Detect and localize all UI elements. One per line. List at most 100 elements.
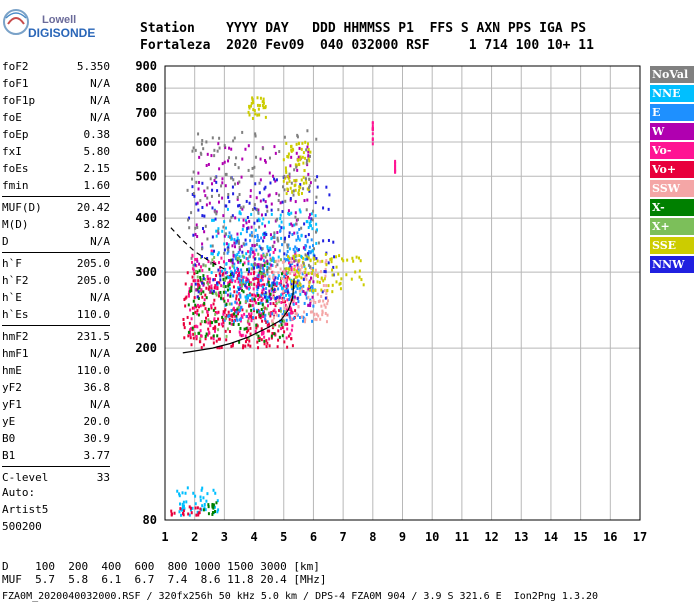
echo-point-e <box>283 274 286 278</box>
echo-point-vo- <box>394 168 397 172</box>
echo-point-noval <box>192 146 195 150</box>
echo-point-ssw <box>319 260 322 264</box>
echo-point-sse <box>302 151 305 155</box>
echo-point-vo- <box>217 337 220 341</box>
echo-point-vo- <box>286 298 289 302</box>
echo-point-nnw <box>237 204 240 208</box>
echo-point-nne <box>248 287 251 291</box>
echo-point-nne <box>270 212 273 216</box>
echo-point-x- <box>207 282 210 286</box>
echo-point-vo- <box>262 315 265 319</box>
echo-point-x- <box>211 258 214 262</box>
echo-point-nne <box>290 211 293 215</box>
echo-point-e <box>249 252 252 256</box>
echo-point-x- <box>263 339 266 343</box>
echo-point-x- <box>201 310 204 314</box>
echo-point-w <box>290 155 293 159</box>
echo-point-x- <box>262 254 265 258</box>
echo-point-x- <box>207 512 210 516</box>
echo-point-nnw <box>324 270 327 274</box>
echo-point-noval <box>237 241 240 245</box>
echo-point-nnw <box>257 285 260 289</box>
echo-point-nne <box>211 218 214 222</box>
echo-point-vo- <box>244 340 247 344</box>
echo-point-ssw <box>293 266 296 270</box>
echo-point-nne <box>217 227 220 231</box>
echo-point-w <box>311 295 314 299</box>
echo-point-nne <box>194 502 197 506</box>
echo-point-nne <box>241 227 244 231</box>
echo-point-vo- <box>260 332 263 336</box>
echo-point-e <box>268 277 271 281</box>
echo-point-nnw <box>332 265 335 269</box>
echo-point-vo- <box>185 295 188 299</box>
echo-point-vo- <box>266 341 269 345</box>
echo-point-ssw <box>323 288 326 292</box>
echo-point-w <box>246 277 249 281</box>
echo-point-nnw <box>259 246 262 250</box>
echo-point-w <box>270 202 273 206</box>
echo-point-w <box>203 189 206 193</box>
echo-point-e <box>233 262 236 266</box>
legend-entry-vo-: Vo- <box>650 142 694 159</box>
echo-point-nne <box>298 268 301 272</box>
echo-point-vo- <box>371 124 374 128</box>
echo-point-nne <box>311 227 314 231</box>
echo-point-e <box>305 244 308 248</box>
echo-point-e <box>305 291 308 295</box>
echo-point-e <box>311 244 314 248</box>
echo-point-nne <box>293 223 296 227</box>
echo-point-sse <box>299 155 302 159</box>
echo-point-sse <box>293 257 296 261</box>
echo-point-vo- <box>233 314 236 318</box>
echo-point-nnw <box>297 248 300 252</box>
echo-point-vo- <box>194 258 197 262</box>
echo-point-vo- <box>290 311 293 315</box>
echo-point-sse <box>311 289 314 293</box>
echo-point-vo- <box>268 337 271 341</box>
echo-point-ssw <box>315 318 318 322</box>
echo-point-vo- <box>190 317 193 321</box>
echo-point-w <box>260 213 263 217</box>
echo-point-noval <box>215 212 218 216</box>
echo-point-x- <box>204 264 207 268</box>
echo-point-vo- <box>285 280 288 284</box>
echo-point-x- <box>219 290 222 294</box>
echo-point-vo- <box>197 513 200 517</box>
echo-point-w <box>211 182 214 186</box>
echo-point-vo- <box>199 329 202 333</box>
echo-point-nnw <box>325 185 328 189</box>
echo-point-e <box>279 229 282 233</box>
echo-point-nne <box>245 252 248 256</box>
echo-point-ssw <box>274 265 277 269</box>
echo-point-e <box>262 309 265 313</box>
echo-point-vo- <box>261 319 264 323</box>
echo-point-x- <box>208 267 211 271</box>
echo-point-e <box>287 312 290 316</box>
echo-point-nne <box>185 500 188 504</box>
direction-legend: NoVal NNE E W Vo- Vo+ SSW X- X+ SSE NNW <box>650 66 694 275</box>
echo-point-w <box>293 259 296 263</box>
echo-point-x- <box>190 289 193 293</box>
echo-point-nnw <box>327 238 330 242</box>
echo-point-noval <box>233 136 236 140</box>
echo-point-ssw <box>322 299 325 303</box>
echo-point-noval <box>213 148 216 152</box>
echo-point-vo- <box>191 253 194 257</box>
echo-point-noval <box>276 217 279 221</box>
echo-point-vo- <box>394 170 397 174</box>
echo-point-e <box>287 243 290 247</box>
echo-point-vo- <box>213 317 216 321</box>
echo-point-x- <box>253 297 256 301</box>
echo-point-w <box>297 155 300 159</box>
echo-point-sse <box>308 284 311 288</box>
echo-point-noval <box>232 178 235 182</box>
echo-point-vo- <box>274 310 277 314</box>
echo-point-vo- <box>242 344 245 348</box>
echo-point-sse <box>258 104 261 108</box>
echo-point-e <box>258 238 261 242</box>
echo-point-w <box>262 287 265 291</box>
echo-point-vo- <box>236 274 239 278</box>
echo-point-vo- <box>250 319 253 323</box>
echo-point-vo- <box>286 345 289 349</box>
